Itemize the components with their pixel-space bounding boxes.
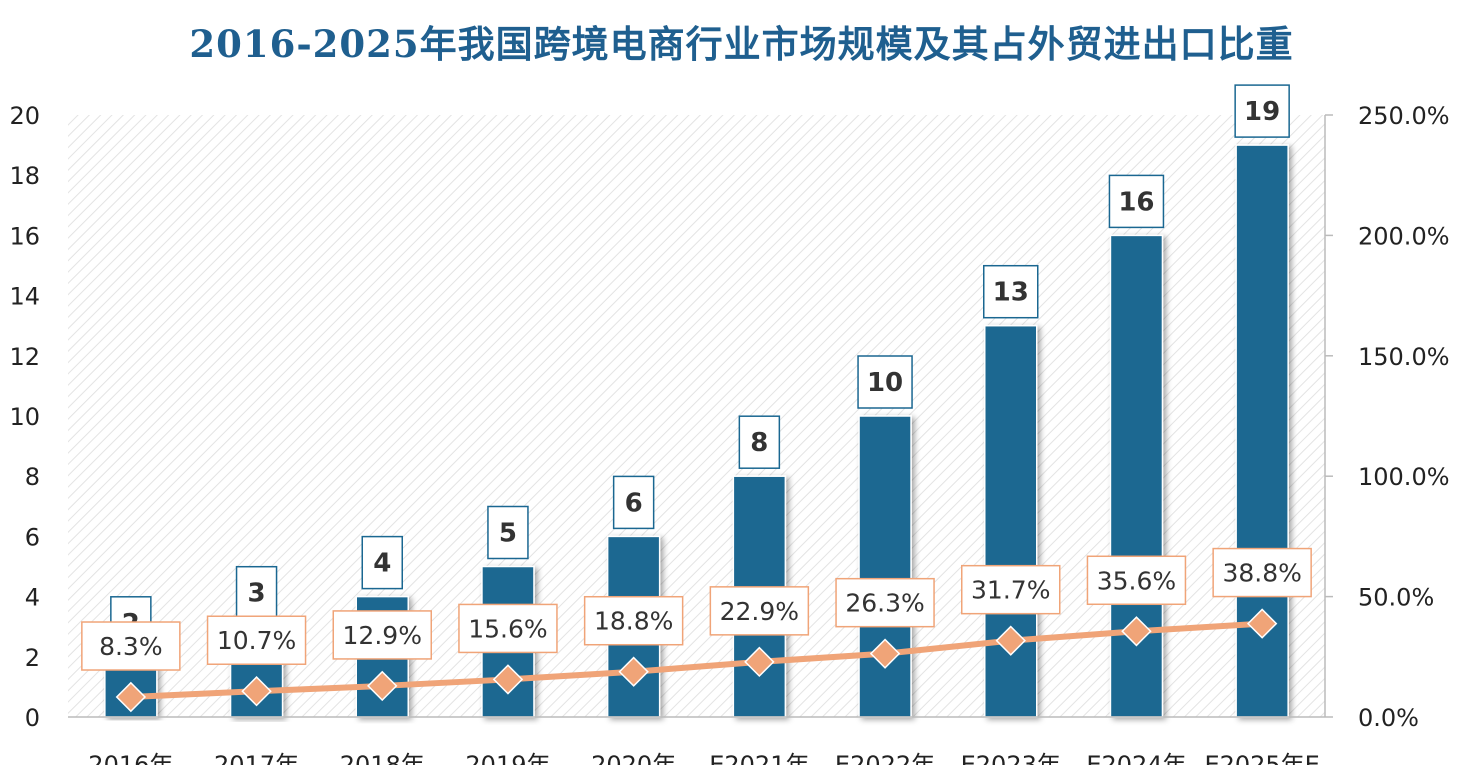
bar-label-box-7	[983, 264, 1039, 319]
line-point-5	[744, 646, 775, 678]
x-tick-label-7: E2023年	[961, 751, 1061, 765]
line-point-3	[492, 664, 524, 695]
x-tick-label-3: 2019年	[465, 751, 550, 765]
left-y-tick-label: 2	[25, 644, 40, 672]
line-value-label-0: 8.3%	[99, 632, 163, 661]
line-value-label-6: 26.3%	[845, 589, 924, 618]
line-label-group-9: 38.8%	[1212, 547, 1312, 598]
x-tick-label-8: E2024年	[1086, 751, 1186, 765]
bar-label-group-5: 8	[738, 415, 781, 469]
line-value-label-5: 22.9%	[720, 597, 799, 626]
left-y-tick-label: 18	[9, 162, 40, 190]
bar-value-label-9: 19	[1244, 97, 1280, 127]
left-y-tick-label: 20	[9, 102, 40, 130]
bar-value-label-5: 8	[750, 428, 768, 458]
line-label-group-2: 12.9%	[332, 610, 432, 660]
bar-label-box-8	[1108, 174, 1165, 229]
x-tick-label-9: E2025年E	[1204, 751, 1319, 765]
left-y-tick-label: 8	[25, 463, 40, 491]
line-label-box-0	[81, 621, 181, 671]
line-point-1	[241, 676, 272, 707]
line-label-box-6	[835, 577, 935, 628]
line-value-label-8: 35.6%	[1097, 566, 1176, 595]
left-y-tick-label: 16	[9, 222, 40, 250]
left-y-tick-label: 12	[9, 343, 40, 371]
bar-value-label-1: 3	[248, 579, 266, 609]
line-point-8	[1121, 616, 1152, 647]
line-label-group-0: 8.3%	[81, 621, 181, 671]
bar-value-label-7: 13	[993, 278, 1029, 308]
bar-value-label-8: 16	[1118, 187, 1154, 217]
line-point-9	[1246, 608, 1278, 639]
x-tick-label-5: E2021年	[709, 751, 809, 765]
x-tick-label-2: 2018年	[340, 751, 425, 765]
line-label-box-1	[206, 615, 307, 665]
line-label-group-1: 10.7%	[206, 615, 307, 665]
line-value-label-4: 18.8%	[594, 607, 673, 636]
bar-label-box-2	[361, 535, 403, 590]
line-label-group-5: 22.9%	[709, 586, 810, 636]
line-label-box-5	[709, 586, 810, 636]
bar-value-label-2: 4	[373, 549, 391, 579]
right-y-tick-label: 200.0%	[1358, 222, 1450, 250]
bar-label-group-1: 3	[235, 565, 278, 620]
chart-title: 2016-2025年我国跨境电商行业市场规模及其占外贸进出口比重	[189, 22, 1294, 66]
line-value-label-1: 10.7%	[217, 626, 296, 655]
bar-label-group-9: 19	[1234, 84, 1290, 138]
line-label-group-6: 26.3%	[835, 577, 935, 628]
ratio-line	[130, 620, 1263, 701]
bar-label-box-3	[487, 505, 529, 560]
line-label-box-2	[332, 610, 432, 660]
x-tick-label-1: 2017年	[214, 751, 299, 765]
bar-label-group-2: 4	[361, 535, 403, 590]
bar-7	[984, 324, 1038, 718]
line-value-label-2: 12.9%	[343, 621, 422, 650]
left-y-tick-label: 14	[9, 283, 40, 311]
line-point-7	[995, 625, 1026, 656]
bar-label-box-4	[612, 475, 655, 530]
line-label-group-7: 31.7%	[961, 564, 1061, 615]
line-label-box-4	[583, 595, 684, 646]
bar-6	[858, 415, 912, 718]
right-y-tick-label: 50.0%	[1358, 584, 1434, 612]
bar-label-box-9	[1234, 84, 1290, 138]
x-tick-label-6: E2022年	[835, 751, 935, 765]
line-label-group-3: 15.6%	[458, 603, 558, 654]
left-y-tick-label: 4	[25, 584, 40, 612]
left-y-tick-label: 0	[25, 704, 40, 732]
line-label-box-9	[1212, 547, 1312, 598]
line-point-6	[869, 638, 901, 669]
bar-label-group-4: 6	[612, 475, 655, 530]
x-tick-label-0: 2016年	[88, 751, 173, 765]
line-point-4	[618, 656, 649, 687]
line-label-box-7	[961, 564, 1061, 615]
line-label-group-4: 18.8%	[583, 595, 684, 646]
bar-value-label-4: 6	[625, 488, 643, 518]
right-y-tick-label: 0.0%	[1358, 704, 1419, 732]
line-label-box-8	[1086, 555, 1187, 606]
line-value-label-7: 31.7%	[971, 576, 1050, 605]
bar-label-box-1	[235, 565, 278, 620]
right-y-tick-label: 100.0%	[1358, 463, 1450, 491]
line-value-label-9: 38.8%	[1222, 559, 1301, 588]
line-label-group-8: 35.6%	[1086, 555, 1187, 606]
bar-value-label-3: 5	[499, 519, 517, 549]
bar-value-label-6: 10	[867, 368, 903, 398]
right-y-tick-label: 250.0%	[1358, 102, 1450, 130]
bar-label-box-5	[738, 415, 781, 469]
x-tick-label-4: 2020年	[591, 751, 676, 765]
right-y-tick-label: 150.0%	[1358, 343, 1450, 371]
bar-label-box-6	[857, 355, 913, 409]
bar-label-group-7: 13	[983, 264, 1039, 319]
left-y-tick-label: 10	[9, 403, 40, 431]
left-y-tick-label: 6	[25, 523, 40, 551]
bar-label-group-8: 16	[1108, 174, 1165, 229]
line-label-box-3	[458, 603, 558, 654]
line-point-0	[115, 681, 147, 713]
bar-label-group-3: 5	[487, 505, 529, 560]
line-point-2	[367, 670, 398, 702]
line-value-label-3: 15.6%	[468, 614, 547, 643]
bar-label-group-6: 10	[857, 355, 913, 409]
